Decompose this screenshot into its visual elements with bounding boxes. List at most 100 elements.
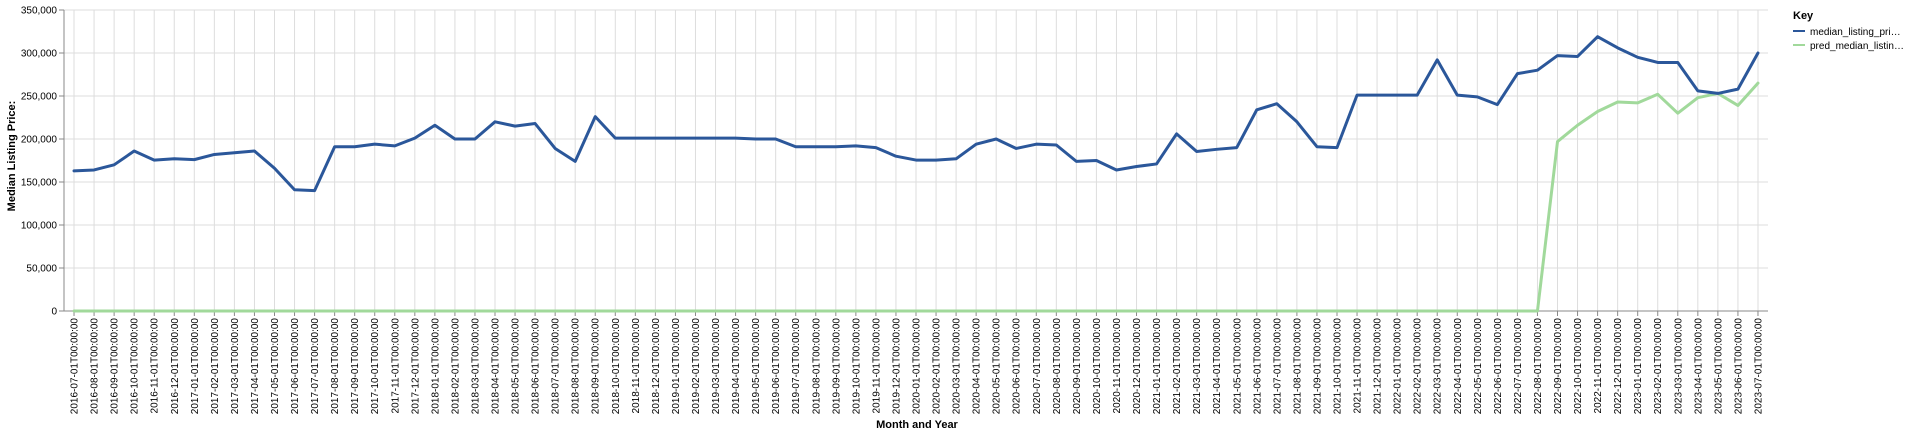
x-tick-label: 2022-02-01T00:00:00: [1413, 318, 1424, 415]
x-tick-label: 2022-08-01T00:00:00: [1533, 318, 1544, 415]
y-tick-label: 250,000: [21, 92, 58, 103]
legend: Key median_listing_pri… pred_median_list…: [1793, 10, 1904, 52]
x-tick-label: 2020-09-01T00:00:00: [1072, 318, 1083, 415]
x-tick-label: 2017-08-01T00:00:00: [330, 318, 341, 415]
x-tick-label: 2021-08-01T00:00:00: [1292, 318, 1303, 415]
x-tick-label: 2020-07-01T00:00:00: [1032, 318, 1043, 415]
x-tick-label: 2021-05-01T00:00:00: [1232, 318, 1243, 415]
x-tick-label: 2022-05-01T00:00:00: [1473, 318, 1484, 415]
y-tick-label: 300,000: [21, 49, 58, 60]
x-tick-label: 2018-09-01T00:00:00: [591, 318, 602, 415]
x-tick-label: 2023-05-01T00:00:00: [1713, 318, 1724, 415]
x-tick-label: 2018-01-01T00:00:00: [430, 318, 441, 415]
x-tick-label: 2019-10-01T00:00:00: [851, 318, 862, 415]
x-tick-label: 2020-10-01T00:00:00: [1092, 318, 1103, 415]
x-tick-label: 2022-11-01T00:00:00: [1593, 318, 1604, 414]
y-tick-label: 150,000: [21, 178, 58, 189]
x-tick-label: 2016-08-01T00:00:00: [90, 318, 101, 415]
x-tick-label: 2018-08-01T00:00:00: [571, 318, 582, 415]
x-tick-label: 2017-06-01T00:00:00: [290, 318, 301, 415]
x-tick-label: 2018-05-01T00:00:00: [511, 318, 522, 415]
x-tick-label: 2021-02-01T00:00:00: [1172, 318, 1183, 415]
x-tick-label: 2018-03-01T00:00:00: [470, 318, 481, 415]
x-tick-label: 2022-07-01T00:00:00: [1513, 318, 1524, 415]
x-tick-label: 2023-01-01T00:00:00: [1633, 318, 1644, 415]
x-tick-label: 2017-07-01T00:00:00: [310, 318, 321, 415]
x-tick-label: 2017-09-01T00:00:00: [350, 318, 361, 415]
legend-label-median-listing-price: median_listing_pri…: [1810, 27, 1901, 38]
x-tick-label: 2016-07-01T00:00:00: [70, 318, 81, 415]
x-tick-label: 2017-01-01T00:00:00: [190, 318, 201, 415]
x-tick-label: 2021-03-01T00:00:00: [1192, 318, 1203, 415]
x-tick-label: 2019-08-01T00:00:00: [811, 318, 822, 415]
x-tick-label: 2019-02-01T00:00:00: [691, 318, 702, 415]
x-tick-label: 2017-03-01T00:00:00: [230, 318, 241, 415]
legend-title: Key: [1793, 10, 1814, 22]
x-tick-label: 2020-03-01T00:00:00: [952, 318, 963, 415]
x-tick-label: 2022-04-01T00:00:00: [1453, 318, 1464, 415]
x-tick-label: 2017-04-01T00:00:00: [250, 318, 261, 415]
x-tick-label: 2016-09-01T00:00:00: [110, 318, 121, 415]
x-tick-label: 2021-10-01T00:00:00: [1332, 318, 1343, 415]
x-tick-label: 2018-10-01T00:00:00: [611, 318, 622, 415]
x-tick-label: 2019-05-01T00:00:00: [751, 318, 762, 415]
x-tick-label: 2018-11-01T00:00:00: [631, 318, 642, 414]
y-tick-label: 100,000: [21, 221, 58, 232]
x-tick-label: 2020-04-01T00:00:00: [972, 318, 983, 415]
x-tick-label: 2018-07-01T00:00:00: [551, 318, 562, 415]
x-tick-label: 2020-02-01T00:00:00: [932, 318, 943, 415]
x-tick-label: 2017-05-01T00:00:00: [270, 318, 281, 415]
x-tick-label: 2021-11-01T00:00:00: [1353, 318, 1364, 414]
x-tick-label: 2019-09-01T00:00:00: [831, 318, 842, 415]
y-tick-label: 200,000: [21, 135, 58, 146]
x-tick-label: 2020-11-01T00:00:00: [1112, 318, 1123, 414]
x-tick-label: 2021-07-01T00:00:00: [1272, 318, 1283, 415]
x-tick-label: 2017-12-01T00:00:00: [410, 318, 421, 415]
y-tick-label: 0: [51, 307, 57, 318]
x-tick-label: 2019-11-01T00:00:00: [871, 318, 882, 414]
x-tick-label: 2022-03-01T00:00:00: [1433, 318, 1444, 415]
series-lines: [72, 35, 1760, 313]
x-tick-label: 2018-04-01T00:00:00: [491, 318, 502, 415]
x-tick-label: 2021-06-01T00:00:00: [1252, 318, 1263, 415]
x-axis-title: Month and Year: [876, 419, 958, 431]
x-tick-label: 2022-12-01T00:00:00: [1613, 318, 1624, 415]
x-tick-label: 2017-10-01T00:00:00: [370, 318, 381, 415]
x-tick-label: 2023-06-01T00:00:00: [1733, 318, 1744, 415]
y-axis-title: Median Listing Price:: [6, 101, 18, 212]
x-tick-label: 2016-10-01T00:00:00: [130, 318, 141, 415]
x-tick-label: 2020-06-01T00:00:00: [1012, 318, 1023, 415]
x-tick-label: 2021-04-01T00:00:00: [1212, 318, 1223, 415]
x-tick-label: 2020-01-01T00:00:00: [912, 318, 923, 415]
series-line-median-listing-price: [72, 35, 1760, 193]
x-tick-label: 2023-04-01T00:00:00: [1693, 318, 1704, 415]
y-axis: 0 50,000 100,000 150,000 200,000 250,000 300,0…: [21, 6, 65, 318]
x-tick-label: 2023-03-01T00:00:00: [1673, 318, 1684, 415]
x-tick-label: 2016-11-01T00:00:00: [150, 318, 161, 414]
x-tick-label: 2016-12-01T00:00:00: [170, 318, 181, 415]
series-line-pred-median-listing-price: [72, 81, 1760, 313]
x-tick-label: 2020-12-01T00:00:00: [1132, 318, 1143, 415]
x-tick-label: 2021-09-01T00:00:00: [1312, 318, 1323, 415]
x-tick-label: 2023-07-01T00:00:00: [1753, 318, 1764, 415]
x-tick-label: 2019-07-01T00:00:00: [791, 318, 802, 415]
x-tick-label: 2019-12-01T00:00:00: [891, 318, 902, 415]
x-tick-label: 2022-01-01T00:00:00: [1393, 318, 1404, 415]
x-tick-label: 2021-01-01T00:00:00: [1152, 318, 1163, 415]
y-tick-label: 50,000: [26, 264, 57, 275]
legend-label-pred-median-listing-price: pred_median_listin…: [1810, 41, 1904, 52]
x-tick-label: 2019-04-01T00:00:00: [731, 318, 742, 415]
x-tick-label: 2017-02-01T00:00:00: [210, 318, 221, 415]
x-tick-label: 2018-12-01T00:00:00: [651, 318, 662, 415]
x-tick-label: 2017-11-01T00:00:00: [390, 318, 401, 414]
x-tick-label: 2022-10-01T00:00:00: [1573, 318, 1584, 415]
x-tick-label: 2019-01-01T00:00:00: [671, 318, 682, 415]
x-tick-label: 2023-02-01T00:00:00: [1653, 318, 1664, 415]
x-tick-label: 2019-06-01T00:00:00: [771, 318, 782, 415]
x-tick-label: 2019-03-01T00:00:00: [711, 318, 722, 415]
x-tick-label: 2022-06-01T00:00:00: [1493, 318, 1504, 415]
x-tick-label: 2021-12-01T00:00:00: [1373, 318, 1384, 415]
x-tick-label: 2020-05-01T00:00:00: [992, 318, 1003, 415]
x-tick-label: 2020-08-01T00:00:00: [1052, 318, 1063, 415]
